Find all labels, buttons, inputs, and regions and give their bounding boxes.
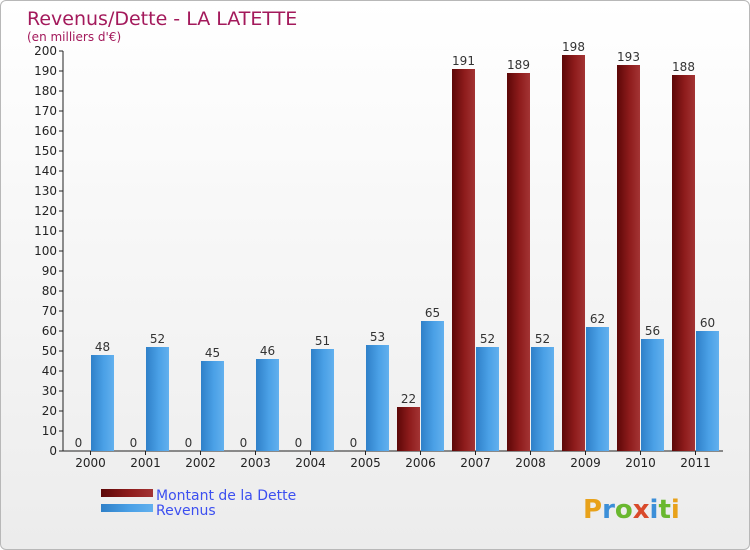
value-label-revenus: 46: [260, 344, 275, 358]
bar-revenus: [696, 331, 719, 451]
y-tick-label: 120: [34, 204, 57, 218]
bar-revenus: [91, 355, 114, 451]
y-tick-label: 200: [34, 44, 57, 58]
chart-subtitle: (en milliers d'€): [27, 30, 121, 44]
x-tick-label: 2011: [680, 456, 711, 470]
y-tick-label: 150: [34, 144, 57, 158]
value-label-debt: 188: [672, 60, 695, 74]
y-tick-label: 0: [49, 444, 57, 458]
bar-revenus: [641, 339, 664, 451]
value-label-revenus: 45: [205, 346, 220, 360]
bar-debt: [507, 73, 530, 451]
value-label-debt: 189: [507, 58, 530, 72]
bars: [67, 55, 719, 452]
y-tick-label: 140: [34, 164, 57, 178]
y-tick-label: 40: [42, 364, 57, 378]
y-tick-label: 110: [34, 224, 57, 238]
bar-revenus: [311, 349, 334, 451]
value-label-debt: 0: [185, 436, 193, 450]
legend-swatch-debt: [101, 489, 153, 497]
bar-debt: [397, 407, 420, 451]
value-label-revenus: 62: [590, 312, 605, 326]
y-tick-label: 90: [42, 264, 57, 278]
x-tick-label: 2004: [295, 456, 326, 470]
x-tick-label: 2009: [570, 456, 601, 470]
x-tick-label: 2002: [185, 456, 216, 470]
y-tick-label: 60: [42, 324, 57, 338]
bar-revenus: [366, 345, 389, 451]
value-label-debt: 0: [130, 436, 138, 450]
chart-title: Revenus/Dette - LA LATETTE: [27, 8, 297, 30]
value-label-revenus: 52: [480, 332, 495, 346]
bar-revenus: [146, 347, 169, 451]
y-tick-label: 50: [42, 344, 57, 358]
bar-revenus: [531, 347, 554, 451]
y-tick-label: 160: [34, 124, 57, 138]
value-label-revenus: 52: [535, 332, 550, 346]
legend-swatch-revenus: [101, 504, 153, 512]
y-tick-label: 170: [34, 104, 57, 118]
bar-debt: [617, 65, 640, 451]
value-label-debt: 0: [75, 436, 83, 450]
value-label-debt: 0: [240, 436, 248, 450]
value-label-debt: 191: [452, 54, 475, 68]
value-label-revenus: 56: [645, 324, 660, 338]
value-label-revenus: 52: [150, 332, 165, 346]
legend-label-debt: Montant de la Dette: [156, 488, 296, 504]
bar-revenus: [476, 347, 499, 451]
y-tick-label: 30: [42, 384, 57, 398]
y-tick-label: 80: [42, 284, 57, 298]
bar-debt: [562, 55, 585, 451]
y-tick-label: 190: [34, 64, 57, 78]
bar-revenus: [201, 361, 224, 451]
value-label-debt: 198: [562, 40, 585, 54]
svg-text:Proxiti: Proxiti: [583, 495, 680, 525]
value-label-revenus: 65: [425, 306, 440, 320]
value-label-debt: 0: [295, 436, 303, 450]
value-label-debt: 0: [350, 436, 358, 450]
x-tick-label: 2000: [75, 456, 106, 470]
y-tick-label: 180: [34, 84, 57, 98]
value-label-revenus: 60: [700, 316, 715, 330]
value-label-debt: 22: [401, 392, 416, 406]
x-tick-label: 2001: [130, 456, 161, 470]
y-tick-label: 10: [42, 424, 57, 438]
bar-revenus: [421, 321, 444, 451]
value-label-revenus: 48: [95, 340, 110, 354]
x-tick-label: 2005: [350, 456, 381, 470]
x-tick-label: 2006: [405, 456, 436, 470]
bar-debt: [672, 75, 695, 451]
value-label-debt: 193: [617, 50, 640, 64]
bar-revenus: [586, 327, 609, 451]
value-label-revenus: 53: [370, 330, 385, 344]
bar-revenus: [256, 359, 279, 451]
x-tick-label: 2008: [515, 456, 546, 470]
bar-debt: [452, 69, 475, 451]
value-labels: 0 0 0 0 0 0 22 191 189 198 193 188 48 52 45 46 51 53 65 52 5…: [75, 40, 715, 450]
proxiti-logo: Proxiti: [583, 495, 680, 525]
x-tick-label: 2003: [240, 456, 271, 470]
legend-label-revenus: Revenus: [156, 503, 216, 519]
y-tick-label: 70: [42, 304, 57, 318]
y-tick-label: 100: [34, 244, 57, 258]
legend: Montant de la Dette Revenus: [101, 488, 296, 519]
x-tick-label: 2010: [625, 456, 656, 470]
value-label-revenus: 51: [315, 334, 330, 348]
y-tick-label: 20: [42, 404, 57, 418]
x-tick-label: 2007: [460, 456, 491, 470]
y-tick-label: 130: [34, 184, 57, 198]
axes: 0 10 20 30 40 50 60 70 80 90 100 110 120 130 140 150 160…: [34, 44, 723, 470]
